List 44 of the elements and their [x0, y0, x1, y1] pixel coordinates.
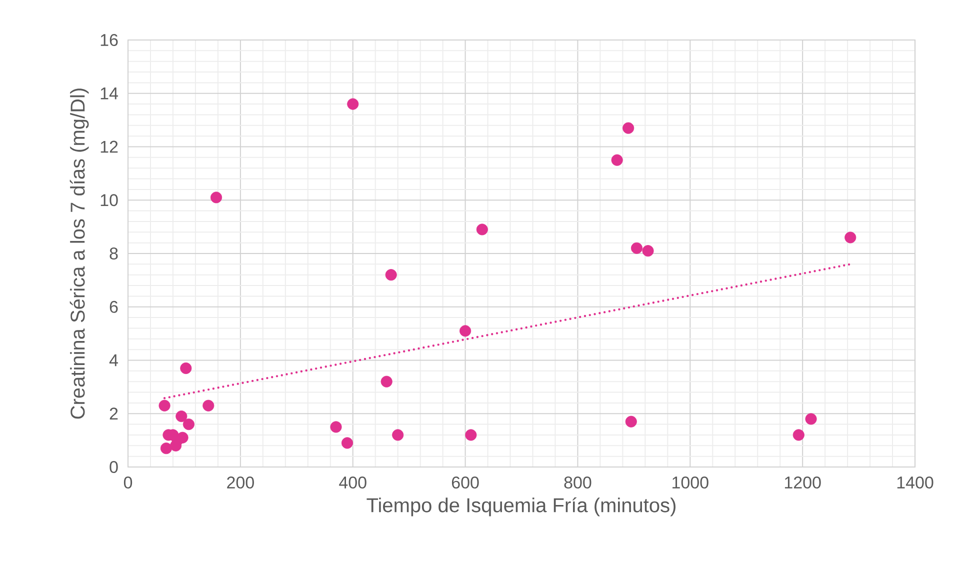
- x-tick-label: 800: [564, 476, 592, 489]
- point: [476, 224, 488, 236]
- point: [160, 442, 172, 454]
- point: [182, 418, 194, 430]
- x-tick-label: 200: [227, 476, 254, 489]
- x-axis-title: Tiempo de Isquemia Fría (minutos): [366, 497, 676, 516]
- x-tick-label: 1000: [672, 476, 708, 489]
- point: [642, 245, 654, 257]
- point: [380, 376, 392, 388]
- y-tick-label: 12: [100, 140, 118, 153]
- x-tick-label: 1200: [784, 476, 821, 489]
- x-tick-label: 0: [124, 476, 132, 489]
- y-tick-label: 10: [100, 194, 118, 206]
- y-tick-label: 0: [110, 460, 118, 474]
- point: [176, 410, 188, 422]
- point: [792, 429, 804, 441]
- point: [330, 421, 342, 433]
- point: [202, 400, 214, 412]
- x-tick-label: 400: [339, 476, 366, 489]
- y-tick-label: 16: [100, 34, 118, 46]
- x-tick-label: 1400: [897, 476, 934, 489]
- y-tick-label: 2: [110, 408, 118, 420]
- y-tick-label: 6: [110, 300, 118, 313]
- point: [630, 242, 643, 254]
- point: [844, 232, 856, 244]
- x-tick-label: 600: [452, 476, 479, 489]
- point: [158, 400, 170, 412]
- point: [622, 122, 634, 134]
- point: [625, 416, 637, 428]
- point: [347, 98, 359, 110]
- point: [611, 154, 623, 166]
- point: [465, 429, 477, 441]
- point: [385, 269, 397, 281]
- point: [392, 429, 404, 441]
- y-tick-label: 8: [110, 247, 118, 260]
- point: [805, 413, 817, 425]
- y-axis-title: Creatinina Sérica a los 7 días (mg/Dl): [70, 88, 89, 419]
- point: [341, 437, 354, 449]
- point: [460, 325, 472, 337]
- point: [180, 362, 192, 374]
- y-tick-label: 4: [109, 354, 118, 366]
- y-tick-label: 14: [100, 88, 118, 100]
- point: [176, 432, 188, 444]
- point: [210, 192, 222, 204]
